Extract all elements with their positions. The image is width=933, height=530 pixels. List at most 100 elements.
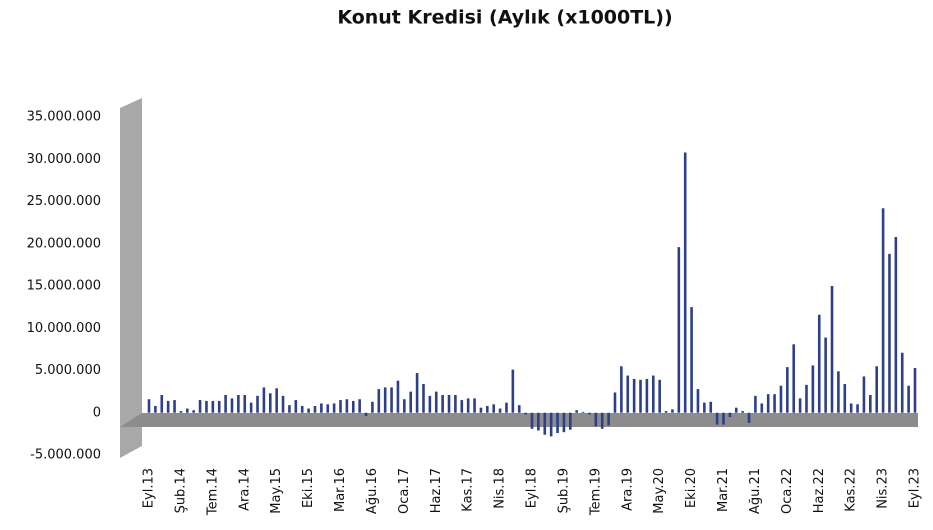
bar (869, 395, 872, 413)
bar (371, 401, 374, 413)
y-tick-label: 0 (93, 405, 101, 420)
bar (792, 344, 796, 413)
x-tick-label: May.20 (652, 468, 667, 514)
y-tick-label: 30.000.000 (27, 152, 101, 167)
x-tick-label: Nis.23 (876, 468, 891, 509)
bar (454, 395, 457, 413)
bar (300, 405, 304, 413)
x-tick-label: Haz.17 (429, 468, 444, 513)
bar (849, 403, 853, 413)
x-tick-label: Eki.15 (301, 468, 316, 508)
bar (894, 236, 898, 413)
bar (166, 400, 170, 413)
bar (549, 412, 553, 437)
x-tick-label: Eki.20 (684, 468, 699, 508)
bar (154, 405, 157, 413)
bar (211, 400, 215, 413)
bar (434, 391, 438, 413)
bar (639, 379, 642, 413)
bar (511, 369, 515, 413)
bar (575, 410, 578, 413)
bar (422, 384, 425, 413)
x-tick-label: Mar.21 (716, 468, 731, 512)
bar (268, 393, 272, 413)
bar (377, 389, 381, 413)
bar (313, 405, 317, 413)
bar (913, 367, 917, 413)
bar (556, 412, 559, 434)
bar (351, 400, 355, 413)
bar (415, 373, 419, 413)
bar (479, 407, 483, 413)
y-tick-label: 35.000.000 (27, 110, 101, 125)
bar (875, 366, 878, 413)
wall (120, 98, 142, 458)
bar (900, 352, 904, 413)
bar (409, 391, 413, 413)
bar (492, 404, 495, 413)
bar (243, 395, 247, 413)
x-tick-label: Tem.14 (205, 468, 220, 516)
bar (658, 379, 661, 413)
bar (613, 392, 617, 413)
bar (192, 410, 195, 413)
bar (332, 403, 336, 413)
bar (766, 394, 770, 413)
bar (651, 375, 655, 413)
bar (620, 366, 623, 413)
x-tick-label: Mar.16 (333, 468, 348, 512)
bar (307, 408, 310, 413)
y-tick-label: 5.000.000 (35, 363, 101, 378)
bar (466, 398, 470, 413)
chart-title: Konut Kredisi (Aylık (x1000TL)) (337, 7, 672, 29)
bar (741, 411, 744, 413)
bar (747, 412, 751, 423)
bar (530, 412, 534, 429)
x-tick-label: Ağu.16 (365, 468, 380, 514)
bar (517, 405, 521, 413)
y-tick-label: -5.000.000 (30, 448, 101, 463)
bar (441, 395, 444, 413)
y-tick-label: 20.000.000 (27, 236, 101, 251)
bar (275, 388, 278, 413)
bar (888, 253, 891, 413)
bar (524, 412, 527, 415)
bar (703, 402, 706, 413)
x-tick-label: Ara.19 (620, 468, 635, 511)
bar (205, 400, 208, 413)
bar (224, 395, 227, 413)
bar (383, 387, 387, 413)
bar (179, 411, 183, 413)
bar (856, 404, 859, 413)
x-tick-label: Ara.14 (237, 468, 252, 511)
bar (760, 403, 764, 413)
bar (326, 404, 330, 413)
bar (358, 399, 361, 413)
bar (754, 395, 757, 413)
bar (473, 398, 476, 413)
bar (486, 405, 489, 413)
bar (709, 401, 713, 413)
bar (600, 412, 604, 429)
bar (907, 385, 910, 413)
bar (237, 395, 240, 413)
y-tick-label: 25.000.000 (27, 194, 101, 209)
bar (537, 412, 540, 431)
bar (230, 398, 234, 413)
x-tick-label: Nis.18 (493, 468, 508, 509)
bar (690, 307, 693, 413)
bar (645, 378, 649, 413)
bar (320, 403, 323, 413)
bar (364, 412, 368, 417)
bar (607, 412, 610, 426)
bar (696, 389, 700, 413)
bar (288, 405, 291, 413)
y-tick-label: 15.000.000 (27, 279, 101, 294)
bar (671, 409, 674, 413)
x-tick-label: Eyl.18 (525, 468, 540, 508)
bar (786, 367, 789, 413)
bar (830, 286, 834, 413)
bar (249, 402, 253, 413)
bar (588, 412, 591, 415)
